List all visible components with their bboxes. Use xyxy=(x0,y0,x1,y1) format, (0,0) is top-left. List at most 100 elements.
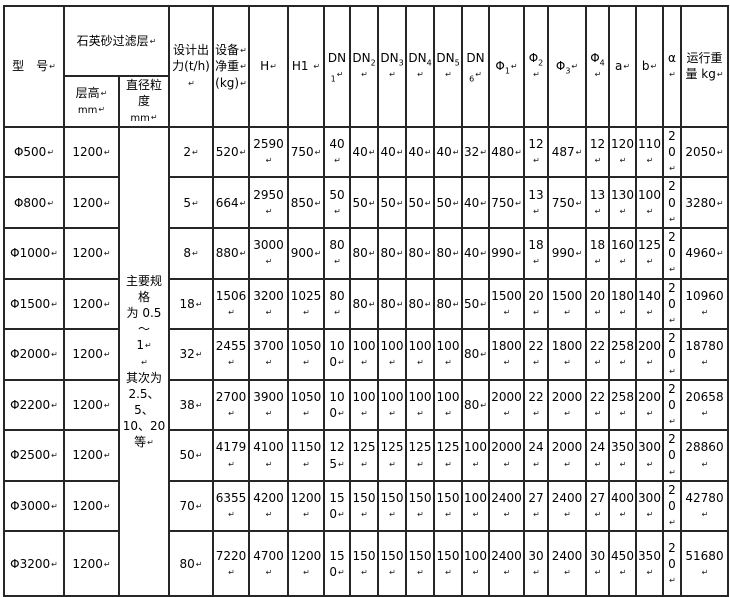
cell-dn3: 100↵ xyxy=(377,378,407,432)
col-header-h1: H1 ↵ xyxy=(287,5,325,128)
cell-layer-height: 1200↵ xyxy=(63,277,120,331)
cell-dn3: 50↵ xyxy=(377,176,407,229)
subscript: 3 xyxy=(398,58,404,68)
paragraph-mark: ↵ xyxy=(716,198,724,208)
cell-dn2: 125↵ xyxy=(349,429,379,482)
col-header-phi3: Φ3↵ xyxy=(547,5,587,128)
paragraph-mark: ↵ xyxy=(503,307,511,317)
table-row: Φ2500↵ 1200↵ 50↵ 4179↵ 4100↵ 1150↵ 125↵ 125↵ 125… xyxy=(3,429,729,482)
paragraph-mark: ↵ xyxy=(103,350,111,360)
paragraph-mark: ↵ xyxy=(503,510,511,520)
col-header-dn3: DN3↵ xyxy=(377,5,407,128)
paragraph-mark: ↵ xyxy=(240,62,247,72)
cell-phi1: 2400↵ xyxy=(488,479,525,533)
subscript: 4 xyxy=(426,58,432,68)
cell-model: Φ2200↵ xyxy=(3,378,65,432)
paragraph-mark: ↵ xyxy=(445,459,452,469)
cell-design-output: 80↵ xyxy=(168,530,214,597)
cell-net-weight: 2455↵ xyxy=(212,328,250,381)
paragraph-mark: ↵ xyxy=(389,459,396,469)
cell-dn3: 80↵ xyxy=(377,227,407,280)
paragraph-mark: ↵ xyxy=(533,510,540,520)
paragraph-mark: ↵ xyxy=(368,198,376,208)
cell-phi4: 20↵ xyxy=(585,277,610,331)
paragraph-mark: ↵ xyxy=(503,459,511,469)
paragraph-mark: ↵ xyxy=(103,502,111,511)
cell-phi1: 2400↵ xyxy=(488,530,525,597)
paragraph-mark: ↵ xyxy=(571,62,579,72)
cell-h1: 1200↵ xyxy=(287,479,325,533)
cell-dn3: 125↵ xyxy=(377,429,407,482)
paragraph-mark: ↵ xyxy=(314,148,322,158)
paragraph-mark: ↵ xyxy=(103,249,111,259)
paragraph-mark: ↵ xyxy=(303,307,310,317)
cell-h: 3900↵ xyxy=(248,378,289,432)
paragraph-mark: ↵ xyxy=(51,299,58,309)
cell-h: 3000↵ xyxy=(248,227,289,280)
cell-running-weight: 42780↵ xyxy=(680,479,729,533)
paragraph-mark: ↵ xyxy=(417,567,424,577)
cell-net-weight: 4179↵ xyxy=(212,429,250,482)
paragraph-mark: ↵ xyxy=(445,408,452,418)
cell-h: 3200↵ xyxy=(248,277,289,331)
cell-phi3: 750↵ xyxy=(547,176,587,229)
cell-alpha: 20↵ xyxy=(662,227,682,280)
cell-alpha: 20↵ xyxy=(662,277,682,331)
paragraph-mark: ↵ xyxy=(533,307,540,317)
cell-h: 4200↵ xyxy=(248,479,289,533)
paragraph-mark: ↵ xyxy=(623,62,631,72)
filter-spec-table: 型 号↵ 石英砂过滤层↵ 设计出 力(t/h)↵ 设备↵ 净重↵ (kg)↵ H↵ H1 ↵ DN… xyxy=(3,5,729,597)
paragraph-mark: ↵ xyxy=(619,358,627,368)
cell-h: 2590↵ xyxy=(248,125,289,179)
paragraph-mark: ↵ xyxy=(424,198,432,208)
paragraph-mark: ↵ xyxy=(594,459,602,469)
cell-b: 350↵ xyxy=(635,530,664,597)
subscript: 6 xyxy=(469,74,475,84)
cell-phi4: 22↵ xyxy=(585,328,610,381)
cell-dn3: 150↵ xyxy=(377,479,407,533)
paragraph-mark: ↵ xyxy=(141,357,148,367)
paragraph-mark: ↵ xyxy=(701,307,709,317)
paragraph-mark: ↵ xyxy=(265,257,273,267)
paragraph-mark: ↵ xyxy=(361,358,368,368)
cell-phi3: 990↵ xyxy=(547,227,587,280)
paragraph-mark: ↵ xyxy=(389,70,396,80)
paragraph-mark: ↵ xyxy=(265,567,273,577)
cell-h1: 900↵ xyxy=(287,227,325,280)
cell-design-output: 8↵ xyxy=(168,227,214,280)
paragraph-mark: ↵ xyxy=(270,62,277,72)
cell-net-weight: 664↵ xyxy=(212,176,250,229)
paragraph-mark: ↵ xyxy=(480,299,487,309)
cell-dn3: 100↵ xyxy=(377,328,407,381)
cell-h1: 1200↵ xyxy=(287,530,325,597)
cell-phi2: 18↵ xyxy=(523,227,549,280)
cell-phi2: 24↵ xyxy=(523,429,549,482)
cell-model: Φ800↵ xyxy=(3,176,65,229)
cell-dn4: 40↵ xyxy=(405,125,435,179)
paragraph-mark: ↵ xyxy=(669,518,676,528)
cell-alpha: 20↵ xyxy=(662,125,682,179)
cell-phi1: 990↵ xyxy=(488,227,525,280)
paragraph-mark: ↵ xyxy=(646,156,654,166)
paragraph-mark: ↵ xyxy=(475,70,482,80)
paragraph-mark: ↵ xyxy=(646,206,654,216)
paragraph-mark: ↵ xyxy=(303,358,310,368)
header-row-2: 层高↵ mm↵ 直径粒度 mm↵ xyxy=(4,75,728,128)
paragraph-mark: ↵ xyxy=(424,249,432,259)
cell-dn4: 125↵ xyxy=(405,429,435,482)
paragraph-mark: ↵ xyxy=(337,567,345,577)
paragraph-mark: ↵ xyxy=(669,214,676,224)
paragraph-mark: ↵ xyxy=(452,198,460,208)
paragraph-mark: ↵ xyxy=(195,350,203,360)
cell-dn2: 50↵ xyxy=(349,176,379,229)
paragraph-mark: ↵ xyxy=(716,148,724,158)
cell-running-weight: 10960↵ xyxy=(680,277,729,331)
paragraph-mark: ↵ xyxy=(239,198,247,208)
cell-dn3: 40↵ xyxy=(377,125,407,179)
cell-phi3: 2000↵ xyxy=(547,429,587,482)
cell-phi2: 12↵ xyxy=(523,125,549,179)
paragraph-mark: ↵ xyxy=(334,206,341,216)
cell-dn1: 100↵ xyxy=(323,328,351,381)
paragraph-mark: ↵ xyxy=(265,358,273,368)
paragraph-mark: ↵ xyxy=(619,257,627,267)
